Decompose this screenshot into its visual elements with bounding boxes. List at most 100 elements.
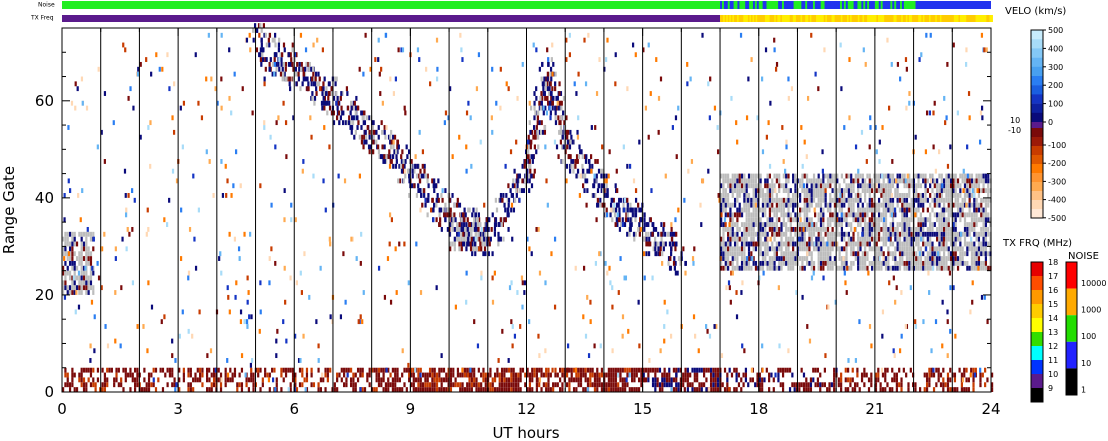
data-cell [743, 265, 746, 271]
txfreq-segment [761, 15, 764, 22]
data-cell [854, 241, 857, 247]
data-cell [970, 251, 974, 257]
data-cell [922, 260, 925, 266]
txfreq-segment [916, 15, 919, 22]
data-cell [305, 372, 309, 378]
txfreq-segment [966, 15, 969, 22]
data-cell [194, 377, 197, 383]
data-cell [106, 377, 109, 383]
data-cell [882, 178, 885, 184]
data-cell [884, 372, 887, 378]
data-cell [970, 212, 974, 218]
data-cell [193, 236, 196, 242]
data-cell [686, 81, 689, 87]
data-cell [857, 231, 860, 237]
data-cell [640, 367, 643, 373]
data-cell [79, 217, 82, 223]
data-cell [66, 251, 69, 257]
data-cell [798, 387, 801, 392]
data-cell [68, 382, 72, 388]
data-cell [936, 256, 939, 261]
data-cell [421, 387, 425, 392]
data-cell [884, 387, 887, 392]
data-cell [346, 120, 349, 126]
data-cell [397, 178, 400, 184]
data-cell [259, 23, 262, 28]
data-cell [808, 241, 811, 247]
data-cell [807, 387, 810, 392]
data-cell [905, 236, 909, 242]
data-cell [474, 212, 478, 218]
data-cell [805, 246, 809, 252]
data-cell [766, 193, 769, 198]
txfreq-segment [989, 15, 992, 22]
data-cell [815, 188, 818, 194]
data-cell [938, 256, 941, 261]
data-cell [805, 241, 809, 247]
data-cell [754, 265, 758, 271]
data-cell [803, 217, 806, 223]
data-cell [387, 377, 390, 383]
data-cell [205, 377, 209, 383]
data-cell [108, 367, 111, 373]
data-cell [773, 197, 776, 203]
data-cell [78, 290, 81, 295]
data-cell [228, 231, 231, 237]
data-cell [605, 382, 608, 388]
data-cell [612, 372, 615, 378]
data-cell [287, 61, 291, 67]
data-cell [882, 173, 885, 179]
data-cell [74, 309, 77, 315]
data-cell [601, 183, 604, 189]
data-cell [784, 367, 787, 373]
data-cell [115, 367, 118, 373]
data-cell [819, 178, 823, 184]
data-cell [472, 246, 475, 252]
data-cell [931, 251, 934, 257]
data-cell [268, 280, 271, 286]
data-cell [817, 86, 820, 92]
data-cell [731, 256, 734, 261]
data-cell [884, 367, 887, 373]
data-cell [840, 382, 843, 388]
data-cell [722, 188, 725, 194]
data-cell [768, 183, 772, 189]
data-cell [708, 333, 712, 339]
data-cell [75, 387, 79, 392]
data-cell [526, 372, 529, 378]
data-cell [747, 183, 751, 189]
data-cell [736, 212, 739, 218]
data-cell [500, 387, 504, 392]
data-cell [966, 188, 969, 194]
data-cell [898, 236, 902, 242]
data-cell [859, 212, 862, 218]
data-cell [877, 188, 881, 194]
data-cell [313, 95, 317, 101]
data-cell [89, 270, 93, 276]
data-cell [861, 173, 864, 179]
data-cell [759, 265, 762, 271]
data-cell [866, 212, 869, 218]
txfreq-segment [62, 15, 721, 22]
data-cell [868, 207, 871, 213]
data-cell [954, 246, 957, 252]
data-cell [656, 382, 659, 388]
data-cell [460, 236, 463, 242]
data-cell [89, 280, 93, 286]
data-cell [499, 236, 502, 242]
data-cell [810, 236, 813, 242]
data-cell [459, 372, 462, 378]
data-cell [383, 129, 386, 135]
data-cell [826, 178, 830, 184]
data-cell [444, 202, 447, 208]
data-cell [908, 231, 911, 237]
txfreq-segment [803, 15, 806, 22]
data-cell [808, 226, 811, 232]
data-cell [905, 217, 909, 223]
data-cell [902, 367, 905, 373]
data-cell [639, 207, 643, 213]
data-cell [724, 241, 727, 247]
data-cell [350, 129, 353, 135]
data-cell [750, 265, 753, 271]
data-cell [697, 348, 700, 354]
